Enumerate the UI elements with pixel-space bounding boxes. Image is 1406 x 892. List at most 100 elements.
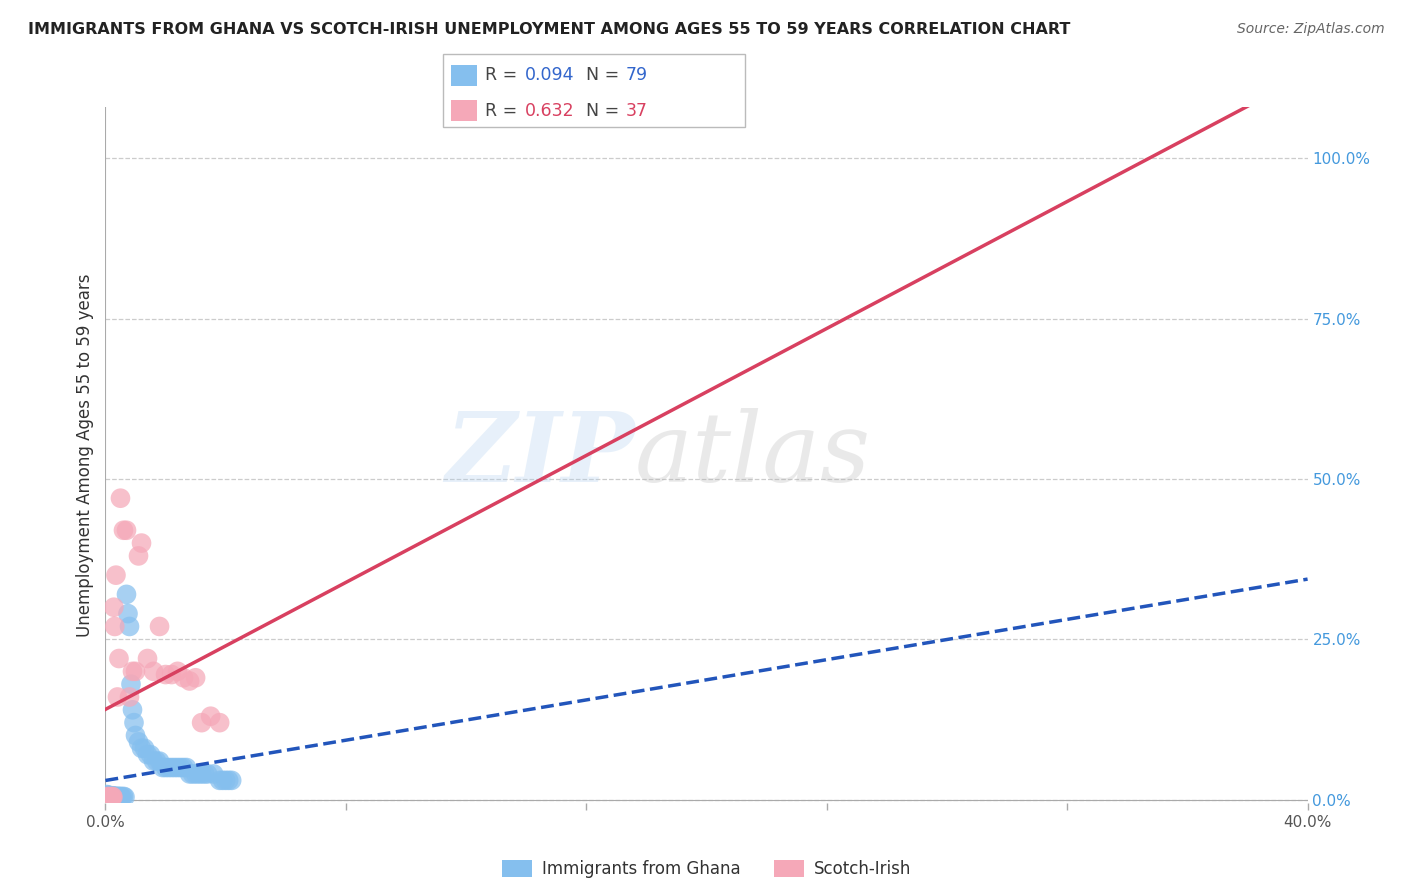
Point xyxy=(112,523,135,537)
Y-axis label: Unemployment Among Ages 55 to 59 years: Unemployment Among Ages 55 to 59 years xyxy=(76,273,94,637)
Point xyxy=(139,747,162,762)
Text: 79: 79 xyxy=(626,67,648,85)
Point xyxy=(100,789,122,804)
Point xyxy=(134,741,156,756)
Point xyxy=(97,790,120,805)
Point xyxy=(142,665,165,679)
Point xyxy=(108,790,131,805)
Point xyxy=(108,651,131,665)
Point xyxy=(101,790,124,805)
Point xyxy=(148,754,170,768)
Text: atlas: atlas xyxy=(634,408,870,502)
Point xyxy=(101,790,124,805)
Point xyxy=(103,789,125,804)
Point xyxy=(208,773,231,788)
Point xyxy=(214,773,236,788)
Text: N =: N = xyxy=(586,102,626,120)
Point xyxy=(96,791,118,805)
Point xyxy=(97,789,120,804)
Point xyxy=(97,790,120,805)
Point xyxy=(221,773,243,788)
Point xyxy=(197,767,219,781)
Point xyxy=(142,754,165,768)
Point xyxy=(97,790,120,805)
Point xyxy=(118,619,141,633)
Point xyxy=(124,665,146,679)
Text: 0.094: 0.094 xyxy=(524,67,574,85)
Point xyxy=(112,789,135,804)
Point xyxy=(101,790,124,805)
Point xyxy=(136,651,159,665)
Text: ZIP: ZIP xyxy=(444,408,634,502)
Point xyxy=(152,760,174,774)
Point xyxy=(211,773,233,788)
Point xyxy=(100,790,122,805)
Point xyxy=(100,790,122,805)
Point xyxy=(103,790,125,805)
Point xyxy=(104,790,127,805)
Point xyxy=(184,767,207,781)
Point xyxy=(179,767,201,781)
Point xyxy=(107,790,129,805)
Point xyxy=(107,789,129,804)
Point xyxy=(103,790,125,805)
Point xyxy=(100,790,122,805)
Point xyxy=(96,789,118,803)
Point xyxy=(105,789,128,804)
Point xyxy=(94,789,117,804)
Point xyxy=(98,789,121,803)
Point xyxy=(173,671,195,685)
Text: N =: N = xyxy=(586,67,626,85)
Point xyxy=(100,790,122,805)
Point xyxy=(96,790,118,805)
Point xyxy=(101,789,124,804)
Text: R =: R = xyxy=(485,67,523,85)
Point xyxy=(118,690,141,704)
Point xyxy=(96,790,118,805)
Point xyxy=(120,677,142,691)
Point xyxy=(179,673,201,688)
Point xyxy=(114,790,136,805)
Point xyxy=(103,789,125,804)
Text: R =: R = xyxy=(485,102,523,120)
Point xyxy=(148,619,170,633)
Point xyxy=(97,789,120,804)
Point xyxy=(104,619,127,633)
Point xyxy=(157,760,180,774)
Point xyxy=(96,790,118,805)
Point xyxy=(104,568,127,582)
Point xyxy=(176,760,198,774)
Point xyxy=(208,715,231,730)
Point xyxy=(218,773,240,788)
Point xyxy=(108,790,131,805)
Point xyxy=(190,767,212,781)
Point xyxy=(107,790,129,805)
Point xyxy=(173,760,195,774)
Text: Source: ZipAtlas.com: Source: ZipAtlas.com xyxy=(1237,22,1385,37)
Point xyxy=(184,671,207,685)
Point xyxy=(128,735,150,749)
Point xyxy=(194,767,217,781)
Point xyxy=(100,790,122,805)
Point xyxy=(103,790,125,805)
Point xyxy=(122,715,145,730)
Point xyxy=(202,767,225,781)
Text: IMMIGRANTS FROM GHANA VS SCOTCH-IRISH UNEMPLOYMENT AMONG AGES 55 TO 59 YEARS COR: IMMIGRANTS FROM GHANA VS SCOTCH-IRISH UN… xyxy=(28,22,1070,37)
Point xyxy=(155,667,177,681)
Point xyxy=(97,788,120,802)
Point xyxy=(169,760,191,774)
Point xyxy=(101,789,124,803)
Point xyxy=(166,665,188,679)
Point xyxy=(128,549,150,563)
Point xyxy=(131,741,153,756)
Point xyxy=(121,665,143,679)
Point xyxy=(121,703,143,717)
Point xyxy=(98,790,121,805)
Point xyxy=(111,790,134,805)
Point xyxy=(100,790,122,805)
Point xyxy=(98,790,121,805)
Point xyxy=(98,790,121,805)
Point xyxy=(115,587,138,601)
Point xyxy=(110,491,132,506)
Point xyxy=(96,790,118,805)
